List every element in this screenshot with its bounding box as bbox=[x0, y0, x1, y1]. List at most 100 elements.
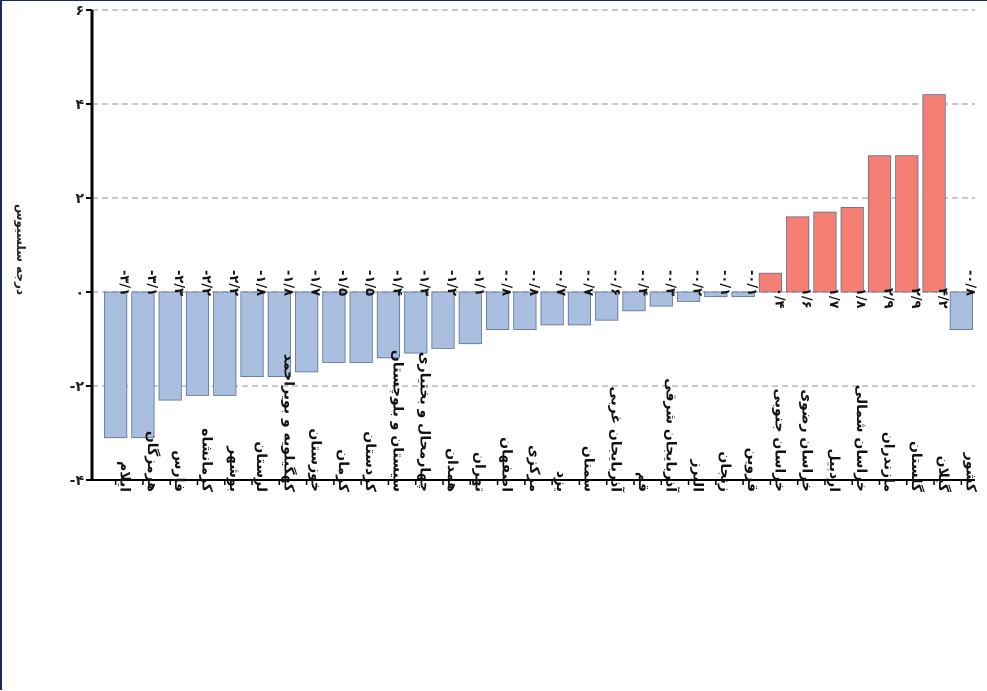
bar bbox=[704, 291, 728, 298]
bar bbox=[758, 272, 782, 293]
bar bbox=[267, 291, 291, 377]
bar bbox=[458, 291, 482, 345]
category-label: خراسان رضوی bbox=[799, 389, 815, 492]
bar bbox=[349, 291, 373, 363]
bar bbox=[731, 291, 755, 298]
category-label: البرز bbox=[690, 458, 706, 492]
bar-value-label: -۱/۲ bbox=[444, 270, 459, 296]
bar bbox=[922, 94, 946, 293]
bar-value-label: ۴/۲ bbox=[935, 288, 950, 309]
bar bbox=[213, 291, 237, 396]
category-label: اردبیل bbox=[826, 448, 842, 492]
category-label: زنجان bbox=[717, 451, 733, 492]
bar bbox=[322, 291, 346, 363]
category-label: اصفهان bbox=[499, 437, 515, 492]
bar bbox=[676, 291, 701, 302]
bar-value-label: -۰/۳ bbox=[662, 270, 677, 296]
bar-value-label: ۱/۸ bbox=[853, 288, 868, 309]
category-label: بوشهر bbox=[226, 445, 242, 492]
bar-value-label: -۱/۱ bbox=[471, 270, 486, 296]
bar-value-label: -۱/۸ bbox=[280, 270, 295, 296]
bar bbox=[485, 291, 510, 330]
category-label: همدان bbox=[444, 448, 460, 492]
category-label: قم bbox=[635, 472, 651, 492]
bar bbox=[786, 216, 810, 293]
bar bbox=[240, 291, 264, 377]
category-label: گلستان bbox=[908, 441, 925, 493]
bar bbox=[131, 291, 155, 439]
bar-value-label: -۱/۴ bbox=[389, 270, 404, 296]
bar-value-label: -۰/۶ bbox=[608, 270, 623, 296]
category-label: کشور bbox=[962, 452, 978, 493]
bar-value-label: -۰/۸ bbox=[499, 270, 514, 296]
category-label: آذربایجان غربی bbox=[608, 386, 626, 493]
bar-value-label: -۱/۸ bbox=[253, 270, 268, 296]
bar bbox=[185, 291, 210, 396]
bar-value-label: -۱/۵ bbox=[335, 270, 350, 296]
bar-value-label: -۳/۱ bbox=[144, 270, 159, 296]
y-tick-label: -۲ bbox=[70, 379, 85, 395]
category-label: خراسان شمالی bbox=[853, 385, 869, 492]
bar bbox=[104, 291, 128, 439]
bar bbox=[513, 291, 537, 330]
bar-value-label: -۰/۱ bbox=[744, 270, 759, 296]
bar-value-label: ۱/۷ bbox=[826, 288, 841, 309]
category-label: آذربایجان شرقی bbox=[662, 378, 680, 493]
category-label: تهران bbox=[471, 452, 487, 492]
category-label: لرستان bbox=[253, 441, 269, 492]
bar bbox=[376, 291, 401, 359]
bar-value-label: -۱/۷ bbox=[308, 270, 323, 296]
category-label: قزوین bbox=[744, 448, 760, 492]
bar-value-label: -۱/۳ bbox=[417, 270, 432, 296]
bar-value-label: -۰/۴ bbox=[635, 270, 650, 296]
bar-value-label: ۰/۴ bbox=[771, 288, 786, 309]
category-label: سیستان و بلوچستان bbox=[389, 350, 405, 492]
bar-value-label: -۲/۲ bbox=[226, 270, 241, 296]
bar bbox=[813, 211, 837, 293]
category-label: سمنان bbox=[580, 446, 596, 492]
bar bbox=[595, 291, 619, 321]
category-label: کرمان bbox=[335, 449, 351, 493]
category-label: کردستان bbox=[362, 431, 378, 493]
y-tick-label: -۴ bbox=[70, 473, 85, 489]
bar-value-label: -۰/۲ bbox=[690, 270, 705, 296]
category-label: یزد bbox=[553, 471, 569, 492]
y-tick-label: ۴ bbox=[75, 97, 84, 113]
bar-value-label: ۲/۹ bbox=[908, 288, 923, 309]
bar bbox=[404, 291, 428, 354]
bar-value-label: -۲/۲ bbox=[198, 270, 213, 296]
bar-value-label: -۰/۸ bbox=[526, 270, 541, 296]
bar-value-label: -۰/۷ bbox=[553, 270, 568, 296]
bar bbox=[949, 291, 973, 330]
bar-value-label: -۲/۳ bbox=[171, 270, 186, 296]
bar-value-label: -۳/۱ bbox=[117, 270, 132, 296]
bar bbox=[840, 206, 864, 293]
category-label: خوزستان bbox=[308, 428, 324, 492]
y-tick-label: ۰ bbox=[75, 285, 84, 301]
category-label: فارس bbox=[171, 450, 187, 492]
category-label: مازندران bbox=[881, 432, 897, 492]
bar bbox=[158, 291, 182, 401]
bar bbox=[867, 155, 892, 293]
bar bbox=[622, 291, 646, 312]
category-label: گیلان bbox=[935, 456, 952, 493]
bar bbox=[540, 291, 564, 326]
y-axis-label: درجه سلسیوس bbox=[14, 204, 28, 296]
category-label: کرمانشاه bbox=[198, 428, 214, 493]
y-tick-label: ۶ bbox=[75, 3, 84, 19]
bar bbox=[295, 291, 319, 373]
category-label: هرمزگان bbox=[144, 431, 161, 492]
bar-value-label: -۰/۸ bbox=[962, 270, 977, 296]
bar-value-label: -۰/۷ bbox=[580, 270, 595, 296]
bar bbox=[567, 291, 592, 326]
bar-value-label: ۱/۶ bbox=[799, 288, 814, 309]
category-label: چهارمحال و بختیاری bbox=[417, 352, 433, 492]
category-label: کهگیلویه و بویراحمد bbox=[280, 354, 297, 493]
category-label: ایلام bbox=[117, 461, 133, 492]
bar-value-label: -۱/۵ bbox=[362, 270, 377, 296]
bar-value-label: ۲/۹ bbox=[881, 288, 896, 309]
bar-value-label: -۰/۱ bbox=[717, 270, 732, 296]
y-tick-label: ۲ bbox=[75, 191, 84, 207]
